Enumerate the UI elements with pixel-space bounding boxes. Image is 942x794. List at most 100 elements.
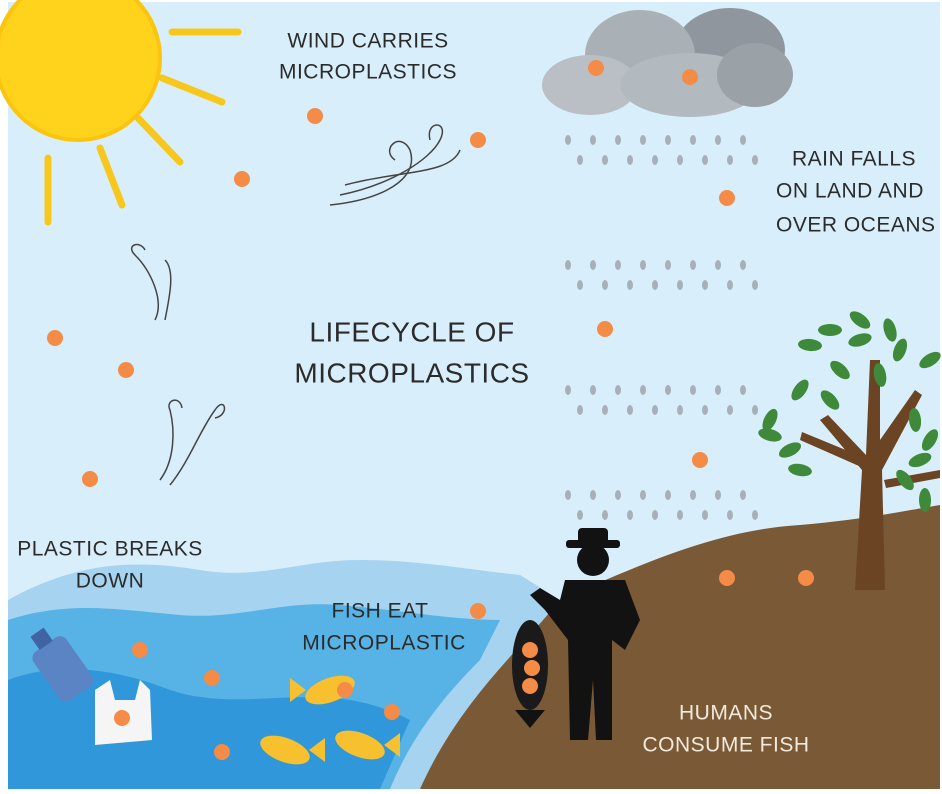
rain-drop [752, 280, 758, 290]
rain-drop [577, 405, 583, 415]
microplastic-dot [384, 704, 400, 720]
rain-drop [590, 385, 596, 395]
rain-drop [752, 155, 758, 165]
rain-drop [715, 260, 721, 270]
title: LIFECYCLE OF [309, 316, 514, 347]
microplastic-dot [719, 570, 735, 586]
rain-drop [665, 490, 671, 500]
rain-drop [702, 280, 708, 290]
microplastic-dot [692, 452, 708, 468]
rain-drop [665, 135, 671, 145]
microplastic-dot [234, 171, 250, 187]
rain-drop [752, 510, 758, 520]
rain-drop [702, 155, 708, 165]
infographic: WIND CARRIES MICROPLASTICS RAIN FALLS ON… [0, 0, 942, 789]
rain-drop [577, 510, 583, 520]
rain-drop [702, 510, 708, 520]
rain-drop [715, 385, 721, 395]
stage-label: DOWN [76, 570, 145, 593]
stage-label: CONSUME FISH [642, 734, 809, 757]
leaf [818, 324, 842, 336]
rain-drop [565, 490, 571, 500]
rain-drop [752, 405, 758, 415]
microplastic-dot [118, 362, 134, 378]
microplastic-dot [82, 471, 98, 487]
rain-drop [565, 260, 571, 270]
rain-drop [740, 260, 746, 270]
microplastic-dot [588, 60, 604, 76]
microplastic-dot [114, 710, 130, 726]
microplastic-dot [214, 744, 230, 760]
rain-drop [565, 135, 571, 145]
title: MICROPLASTICS [294, 357, 529, 388]
rain-drop [665, 385, 671, 395]
rain-drop [590, 490, 596, 500]
rain-drop [677, 280, 683, 290]
microplastic-dot [470, 132, 486, 148]
rain-drop [602, 280, 608, 290]
microplastic-dot [597, 321, 613, 337]
rain-drop [740, 490, 746, 500]
rain-drop [740, 385, 746, 395]
rain-drop [702, 405, 708, 415]
rain-drop [690, 385, 696, 395]
stage-label: FISH EAT [332, 600, 429, 623]
rain-drop [690, 490, 696, 500]
rain-drop [665, 260, 671, 270]
stage-label: RAIN FALLS [792, 148, 916, 171]
microplastic-dot [132, 642, 148, 658]
microplastic-dot [798, 570, 814, 586]
stage-label: ON LAND AND [776, 180, 924, 203]
rain-drop [615, 490, 621, 500]
stage-label: WIND CARRIES [287, 30, 448, 53]
microplastic-dot [719, 190, 735, 206]
stage-label: MICROPLASTIC [302, 632, 466, 655]
rain-drop [590, 260, 596, 270]
rain-drop [727, 510, 733, 520]
rain-drop [652, 280, 658, 290]
rain-drop [640, 385, 646, 395]
rain-drop [652, 155, 658, 165]
rain-drop [602, 155, 608, 165]
rain-drop [715, 135, 721, 145]
rain-drop [627, 280, 633, 290]
rain-drop [677, 405, 683, 415]
microplastic-dot [204, 670, 220, 686]
stage-label: OVER OCEANS [776, 214, 936, 237]
stage-label: PLASTIC BREAKS [17, 538, 203, 561]
rain-drop [602, 405, 608, 415]
rain-drop [627, 155, 633, 165]
rain-drop [577, 155, 583, 165]
rain-drop [615, 385, 621, 395]
microplastic-dot [682, 69, 698, 85]
rain-drop [615, 135, 621, 145]
rain-drop [740, 135, 746, 145]
rain-drop [590, 135, 596, 145]
rain-drop [727, 155, 733, 165]
rain-drop [640, 135, 646, 145]
stage-label: MICROPLASTICS [279, 61, 457, 84]
rain-drop [640, 490, 646, 500]
microplastic-dot [522, 678, 538, 694]
rain-drop [627, 510, 633, 520]
rain-drop [577, 280, 583, 290]
rain-drop [615, 260, 621, 270]
rain-drop [652, 510, 658, 520]
microplastic-dot [522, 642, 538, 658]
rain-drop [640, 260, 646, 270]
rain-drop [690, 260, 696, 270]
rain-drop [677, 510, 683, 520]
rain-drop [690, 135, 696, 145]
stage-label: HUMANS [679, 702, 773, 725]
rain-drop [565, 385, 571, 395]
rain-drop [715, 490, 721, 500]
microplastic-dot [307, 108, 323, 124]
rain-drop [677, 155, 683, 165]
rain-drop [627, 405, 633, 415]
microplastic-dot [47, 330, 63, 346]
microplastic-dot [524, 660, 540, 676]
microplastic-dot [470, 603, 486, 619]
rain-drop [602, 510, 608, 520]
rain-drop [727, 405, 733, 415]
rain-drop [727, 280, 733, 290]
